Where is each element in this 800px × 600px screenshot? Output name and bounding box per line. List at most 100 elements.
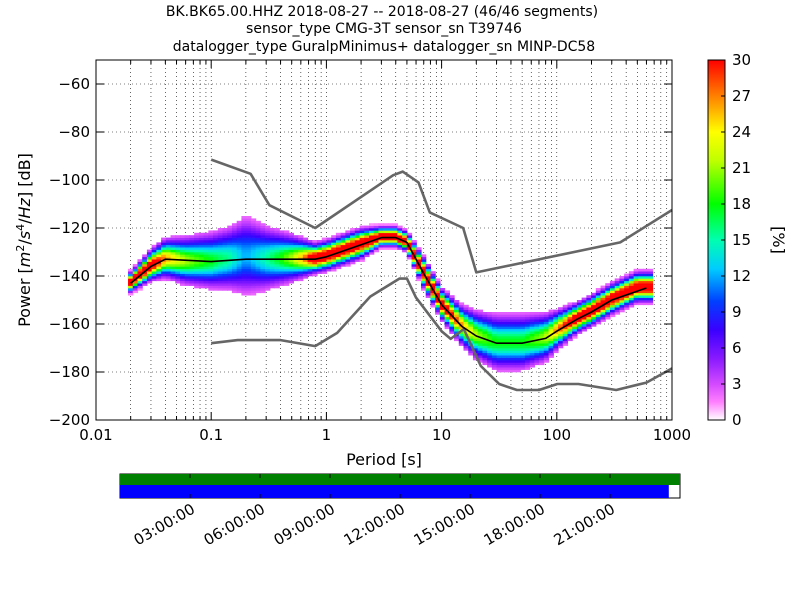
density-cell [539,316,545,320]
density-cell [203,266,209,270]
density-cell [255,278,261,282]
density-cell [420,268,427,272]
density-cell [194,266,200,270]
density-cell [543,348,550,351]
density-cell [562,309,569,313]
density-cell [496,333,502,337]
density-cell [539,357,545,361]
density-cell [354,228,361,231]
density-cell [558,343,564,346]
density-cell [175,235,181,238]
density-cell [524,360,531,363]
density-cell [576,319,583,322]
density-cell [293,242,299,246]
density-cell [194,247,200,250]
density-cell [581,297,587,301]
density-cell [444,302,450,306]
density-cell [515,352,521,356]
density-cell [260,247,266,250]
density-cell [255,228,261,231]
density-cell [354,237,361,241]
density-cell [279,252,285,255]
density-cell [203,273,209,277]
density-cell [633,300,639,303]
density-cell [576,314,583,318]
density-cell [241,235,247,238]
density-cell [317,249,323,253]
density-cell [553,324,559,327]
density-cell [496,338,502,342]
density-cell [203,264,209,267]
density-cell [326,266,332,270]
density-cell [302,266,309,270]
density-cell [529,362,535,366]
density-cell [534,343,540,346]
density-cell [161,266,167,270]
density-cell [246,249,252,253]
density-cell [543,352,550,356]
density-cell [595,316,602,320]
density-cell [425,285,432,289]
density-cell [189,252,195,255]
density-cell [335,256,342,260]
density-cell [619,307,625,310]
density-cell [231,276,238,279]
density-cell [591,302,597,306]
density-cell [624,276,630,279]
density-cell [609,290,616,294]
density-cell [179,247,186,250]
density-cell [501,357,507,361]
density-cell [227,244,233,248]
density-cell [345,244,351,248]
density-cell [638,278,644,282]
density-cell [156,254,162,258]
density-cell [529,331,535,334]
density-cell [255,288,261,291]
density-cell [496,357,502,361]
density-cell [345,264,351,267]
density-cell [241,259,247,262]
density-cell [468,316,474,320]
density-cell [496,340,502,344]
density-cell [439,288,446,291]
x-tick-label: 1000 [653,426,691,444]
density-cell [175,280,181,284]
density-cell [128,276,134,279]
density-cell [312,261,318,265]
density-cell [255,268,261,272]
density-cell [477,357,484,361]
density-cell [184,264,191,267]
density-cell [213,247,219,250]
density-cell [501,324,507,327]
density-cell [241,261,247,265]
density-cell [539,350,545,354]
density-cell [458,312,465,315]
density-cell [520,312,526,315]
density-cell [246,230,252,234]
density-cell [439,290,446,294]
density-cell [293,259,299,262]
colorbar-tick-label: 6 [732,339,742,357]
density-cell [170,242,176,246]
density-cell [609,285,616,289]
colorbar-tick-label: 18 [732,195,751,213]
density-cell [293,261,299,265]
density-cell [217,232,224,236]
density-cell [402,242,408,246]
density-cell [364,225,370,229]
density-cell [628,278,635,282]
y-axis-ticks: −200−180−160−140−120−100−80−60 [49,75,672,429]
density-cell [231,225,238,229]
density-cell [189,247,195,250]
density-cell [265,259,271,262]
density-cell [194,252,200,255]
density-cell [321,252,328,255]
density-cell [463,348,469,351]
density-cell [184,280,191,284]
density-cell [179,276,186,279]
density-cell [576,312,583,315]
density-cell [458,309,465,313]
density-cell [576,324,583,327]
density-cell [416,252,422,255]
